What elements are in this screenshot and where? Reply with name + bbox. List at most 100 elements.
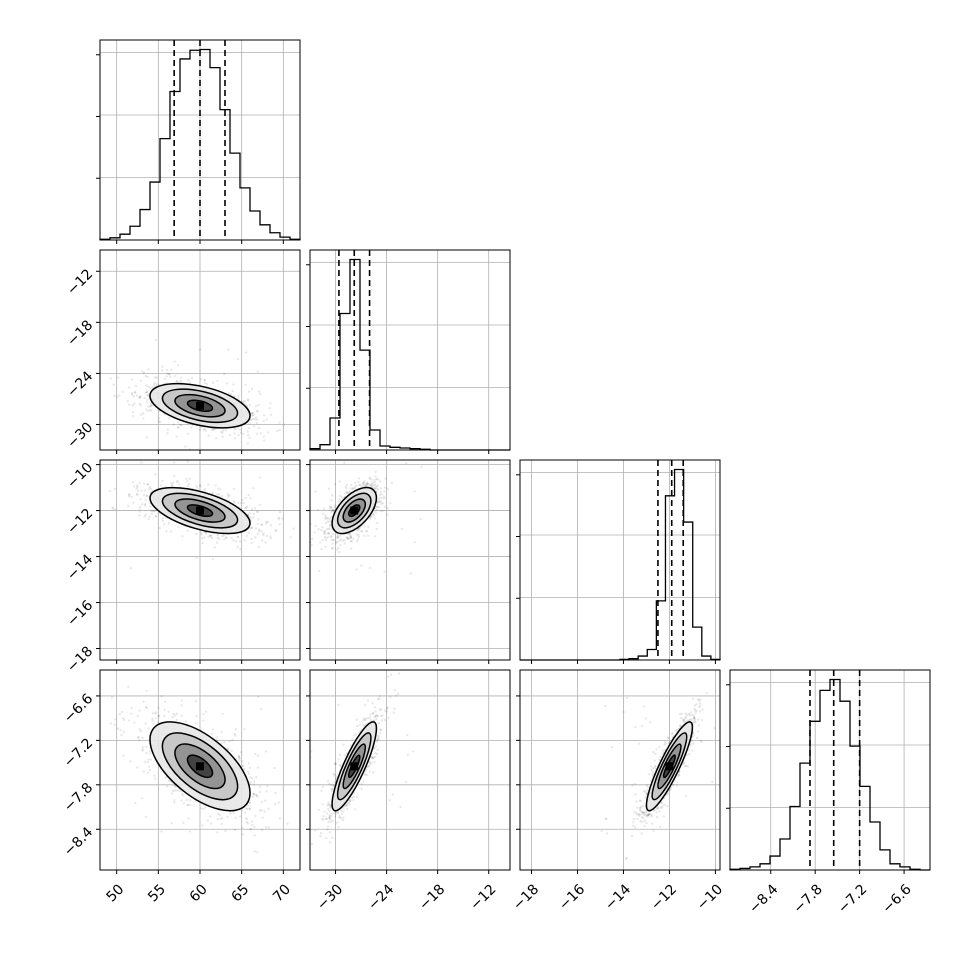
scatter-2-1-point xyxy=(310,544,313,547)
scatter-3-0-point xyxy=(252,793,256,796)
scatter-2-0-point xyxy=(150,512,154,515)
scatter-2-1-point xyxy=(368,566,371,570)
scatter-2-1-point xyxy=(333,506,336,509)
scatter-2-0-point xyxy=(128,495,131,498)
scatter-3-0-point xyxy=(154,717,158,720)
scatter-2-1-point xyxy=(400,527,404,531)
scatter-3-0-point xyxy=(241,760,244,763)
scatter-1-0-point xyxy=(246,398,250,401)
scatter-3-0-point xyxy=(142,700,145,703)
scatter-3-0-point xyxy=(139,729,143,733)
scatter-3-0-point xyxy=(144,722,147,725)
scatter-1-0-point xyxy=(233,437,237,440)
scatter-2-1-point xyxy=(328,524,332,527)
scatter-1-0-point xyxy=(146,375,149,379)
scatter-2-1-point xyxy=(409,572,413,575)
scatter-1-0-point xyxy=(236,396,240,400)
scatter-2-1-point xyxy=(332,538,335,542)
scatter-1-0-point xyxy=(190,426,193,429)
scatter-3-0-point xyxy=(263,810,266,813)
scatter-1-0-point xyxy=(251,414,254,417)
scatter-3-1-point xyxy=(371,756,375,759)
scatter-2-1-point xyxy=(345,490,348,494)
scatter-3-0-point xyxy=(216,831,219,834)
scatter-3-0-point xyxy=(264,750,267,753)
scatter-2-1-point xyxy=(370,484,374,488)
scatter-2-0-point xyxy=(201,536,204,540)
scatter-2-0-point xyxy=(269,537,272,540)
scatter-1-0-point xyxy=(112,383,115,386)
scatter-3-0-point xyxy=(167,710,170,713)
scatter-3-1-point xyxy=(325,817,328,820)
scatter-2-0-point xyxy=(159,484,163,487)
scatter-1-0-point xyxy=(133,402,136,405)
scatter-3-0-point xyxy=(261,816,264,819)
scatter-2-1-point xyxy=(343,538,346,542)
scatter-2-1-point xyxy=(345,487,348,490)
scatter-3-1-point xyxy=(339,809,343,813)
scatter-3-0-point xyxy=(163,708,166,712)
scatter-3-1-point xyxy=(328,809,331,812)
scatter-3-0-point xyxy=(145,745,148,748)
scatter-3-1-point xyxy=(310,750,313,753)
scatter-2-0-point xyxy=(111,506,115,509)
scatter-2-1-point xyxy=(389,502,392,505)
scatter-3-0-point xyxy=(233,732,236,736)
scatter-1-0-point xyxy=(258,390,261,393)
scatter-2-1-point xyxy=(346,537,350,541)
scatter-2-0-point xyxy=(186,484,190,487)
scatter-2-1-point xyxy=(349,535,352,538)
scatter-3-0-point xyxy=(265,785,269,788)
scatter-2-1-point xyxy=(376,484,379,488)
scatter-2-0-point xyxy=(260,523,263,526)
scatter-3-0-point xyxy=(136,766,139,769)
scatter-2-0-point xyxy=(154,473,157,476)
scatter-2-0-point xyxy=(170,484,174,488)
scatter-3-1-point xyxy=(376,737,379,740)
scatter-2-1-point xyxy=(349,540,352,543)
scatter-3-0-point xyxy=(137,736,140,739)
scatter-2-1-point xyxy=(379,487,383,490)
scatter-2-0-point xyxy=(292,527,295,530)
scatter-2-1-point xyxy=(369,516,372,519)
scatter-1-0-point xyxy=(147,385,150,388)
scatter-2-0-point xyxy=(149,505,152,508)
scatter-3-0-point xyxy=(173,789,177,792)
scatter-3-0-point xyxy=(274,791,277,795)
scatter-1-0-point xyxy=(267,431,270,434)
scatter-2-0-point xyxy=(139,498,142,501)
scatter-2-0-point xyxy=(199,485,202,488)
scatter-2-0-point xyxy=(216,487,220,490)
scatter-1-0-point xyxy=(151,404,154,407)
scatter-2-0-point xyxy=(188,477,192,481)
scatter-2-1-point xyxy=(324,545,327,548)
scatter-3-0-point xyxy=(255,776,258,779)
scatter-1-0-point xyxy=(166,372,169,375)
scatter-2-1-point xyxy=(330,515,333,519)
scatter-2-1-point xyxy=(351,537,355,540)
scatter-3-0-point xyxy=(171,716,174,719)
scatter-3-0-point xyxy=(140,797,144,800)
scatter-3-1-point xyxy=(388,799,392,802)
scatter-2-0-point xyxy=(236,535,239,538)
scatter-2-1-point xyxy=(335,540,338,544)
scatter-3-0-point xyxy=(195,722,198,725)
scatter-1-0-point xyxy=(154,384,157,387)
scatter-2-0-point xyxy=(161,479,164,482)
scatter-2-1-point xyxy=(361,482,364,485)
scatter-3-1-point xyxy=(310,843,314,846)
scatter-2-1-point xyxy=(356,538,360,541)
scatter-2-0-point xyxy=(257,518,260,521)
scatter-3-0-point xyxy=(253,850,257,853)
scatter-2-1-point xyxy=(358,483,361,487)
scatter-2-0-point xyxy=(224,536,228,539)
scatter-2-0-point xyxy=(169,530,173,533)
scatter-3-0-point xyxy=(264,799,267,802)
scatter-3-0-point xyxy=(265,790,268,793)
scatter-1-0-point xyxy=(255,416,258,419)
scatter-2-1-point xyxy=(355,540,359,543)
scatter-2-0-point xyxy=(146,483,150,486)
scatter-2-0-point xyxy=(232,487,236,491)
scatter-2-1-point xyxy=(379,509,382,513)
scatter-2-1-point xyxy=(355,533,358,536)
